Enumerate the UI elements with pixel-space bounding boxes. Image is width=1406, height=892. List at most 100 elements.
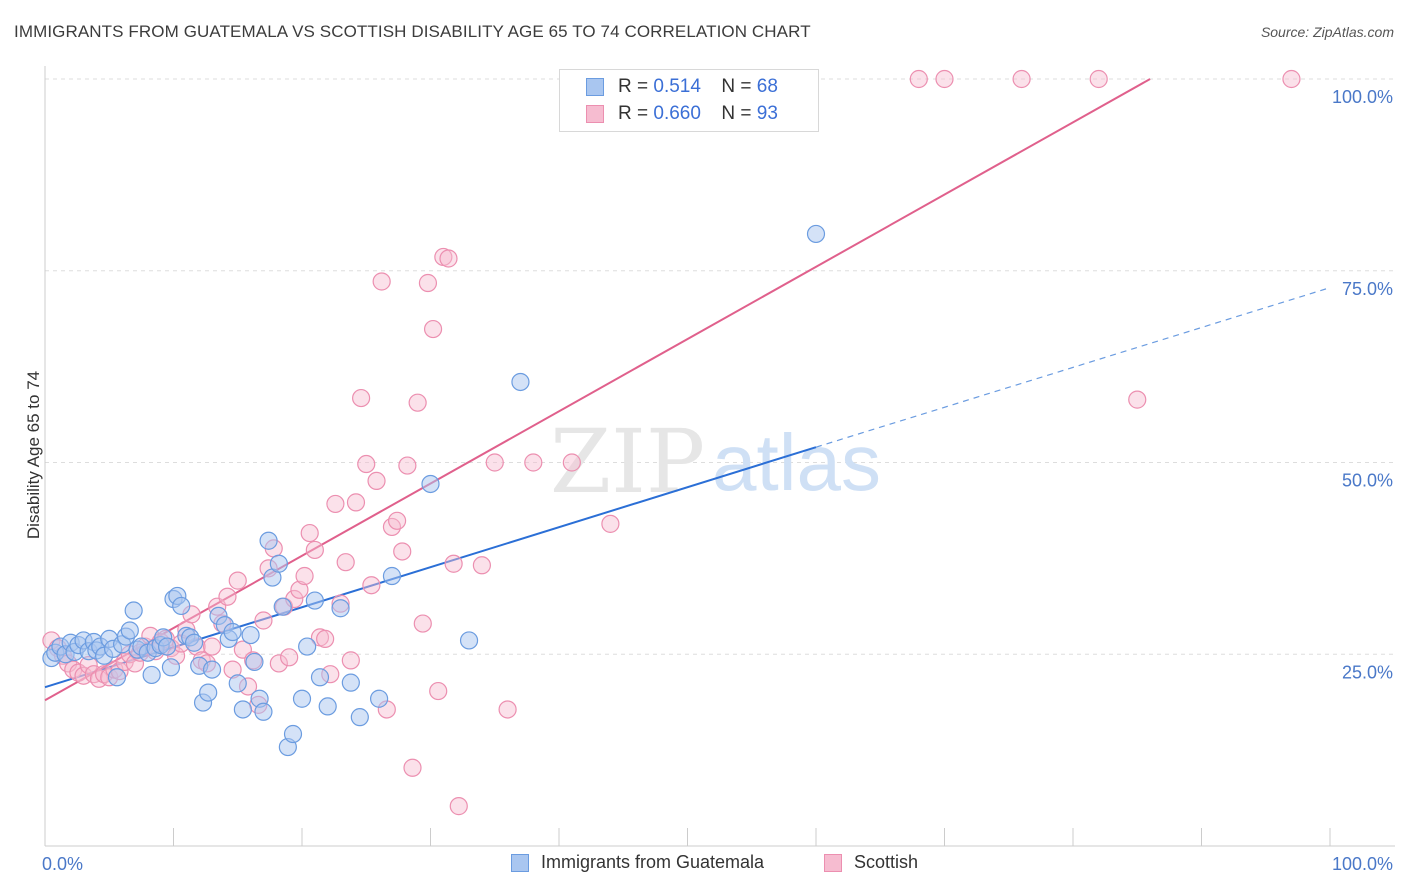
scottish-point (228, 571, 247, 590)
pink-swatch (824, 853, 842, 872)
guatemala-point (202, 660, 222, 679)
scottish-point (367, 471, 386, 491)
scottish-point (418, 273, 438, 293)
guatemala-point (382, 566, 402, 586)
r-value: 0.514 (653, 76, 701, 97)
scottish-point (439, 249, 458, 268)
scottish-point (408, 393, 427, 412)
scottish-point (341, 651, 360, 670)
guatemala-point (120, 621, 139, 640)
scottish-point (398, 456, 417, 475)
scottish-point (69, 663, 88, 682)
guatemala-point (292, 689, 312, 708)
scottish-point (336, 553, 355, 572)
y-tick-label: 75.0% (1342, 279, 1393, 299)
legend-row-scottish: R = 0.660 N = 93 (560, 101, 778, 127)
guatemala-point (283, 724, 303, 744)
n-label: N = (721, 76, 752, 97)
y-tick-label: 25.0% (1342, 662, 1393, 682)
scottish-point (346, 493, 366, 512)
stats-legend: R = 0.514 N = 68 R = 0.660 N = 93 (559, 69, 819, 132)
legend-row-guatemala: R = 0.514 N = 68 (560, 74, 778, 100)
guatemala-point (459, 631, 479, 650)
y-tick-label: 100.0% (1332, 87, 1393, 107)
scottish-point (472, 556, 491, 575)
scottish-point (1128, 390, 1147, 409)
scottish-point (254, 611, 273, 630)
scottish-point (218, 587, 237, 606)
scottish-point (357, 454, 376, 474)
guatemala-point (331, 599, 350, 618)
guatemala-point (254, 702, 273, 721)
trend-lines (44, 78, 1331, 702)
guatemala-point (511, 372, 530, 392)
pink-swatch (586, 105, 604, 123)
scottish-point (909, 69, 928, 89)
scottish-point (202, 637, 222, 656)
scottish-point (444, 554, 463, 573)
scottish-point (352, 388, 371, 408)
scottish-point (1012, 69, 1031, 89)
scottish-point (1089, 69, 1108, 89)
scottish-point (300, 523, 319, 543)
guatemala-point (421, 474, 440, 494)
legend-label: Scottish (854, 852, 919, 872)
scottish-point (372, 272, 391, 291)
scottish-point (316, 629, 335, 649)
guatemala-point (142, 665, 161, 685)
blue-swatch (586, 78, 604, 96)
scottish-point (413, 614, 432, 633)
scottish-point (362, 576, 381, 595)
scottish-point (305, 540, 324, 560)
guatemala-trend-extension (815, 287, 1331, 448)
guatemala-point (298, 637, 317, 656)
scottish-point (498, 700, 517, 719)
guatemala-point (228, 674, 247, 693)
guatemala-point (172, 596, 191, 616)
scottish-point (429, 681, 448, 701)
legend-label: Immigrants from Guatemala (541, 852, 765, 872)
scottish-point (449, 797, 468, 816)
guatemala-point (184, 633, 204, 652)
guatemala-point (245, 652, 264, 672)
guatemala-point (107, 668, 127, 687)
gridlines (45, 78, 1395, 655)
scottish-point (387, 511, 407, 530)
scottish-point (524, 453, 543, 472)
source-credit: Source: ZipAtlas.com (1260, 24, 1394, 40)
axes (44, 66, 1395, 847)
chart-title: IMMIGRANTS FROM GUATEMALA VS SCOTTISH DI… (14, 22, 811, 41)
guatemala-points (42, 224, 826, 757)
x-tick-label: 0.0% (42, 854, 83, 874)
guatemala-point (350, 708, 369, 727)
blue-swatch (511, 853, 529, 872)
scottish-point (290, 580, 309, 599)
guatemala-point (310, 668, 330, 687)
scottish-point (269, 654, 288, 673)
r-label: R = (618, 76, 649, 97)
legend-item-scottish[interactable]: Scottish (824, 852, 918, 873)
n-label: N = (721, 103, 752, 124)
guatemala-point (370, 689, 389, 708)
scottish-trend-line (44, 78, 1151, 702)
guatemala-point (223, 622, 242, 642)
guatemala-point (199, 683, 218, 702)
scottish-point (601, 514, 620, 533)
scottish-point (1282, 69, 1301, 89)
n-value: 93 (756, 103, 778, 124)
guatemala-point (806, 224, 826, 244)
r-value: 0.660 (653, 103, 701, 124)
y-tick-label: 50.0% (1342, 471, 1393, 491)
legend-item-guatemala[interactable]: Immigrants from Guatemala (511, 852, 764, 873)
r-label: R = (618, 103, 649, 124)
x-tick-label: 100.0% (1332, 854, 1393, 874)
scottish-point (295, 566, 314, 586)
scottish-point (326, 494, 345, 514)
series-legend: Immigrants from Guatemala Scottish (0, 852, 1406, 878)
scottish-point (485, 453, 504, 472)
guatemala-point (161, 658, 181, 677)
guatemala-point (269, 554, 288, 573)
guatemala-point (259, 531, 278, 550)
guatemala-point (124, 601, 143, 620)
